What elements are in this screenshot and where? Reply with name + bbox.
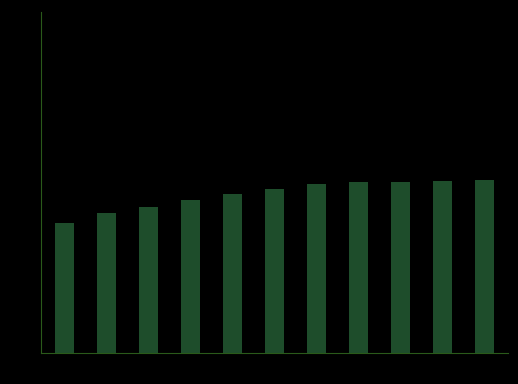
Bar bbox=[475, 180, 494, 353]
Bar bbox=[265, 189, 284, 353]
Bar bbox=[97, 213, 116, 353]
Bar bbox=[223, 194, 242, 353]
Bar bbox=[307, 184, 326, 353]
Bar bbox=[433, 181, 452, 353]
Bar bbox=[181, 200, 200, 353]
Bar bbox=[349, 182, 368, 353]
Bar bbox=[391, 182, 410, 353]
Bar bbox=[139, 207, 158, 353]
Bar bbox=[55, 223, 74, 353]
